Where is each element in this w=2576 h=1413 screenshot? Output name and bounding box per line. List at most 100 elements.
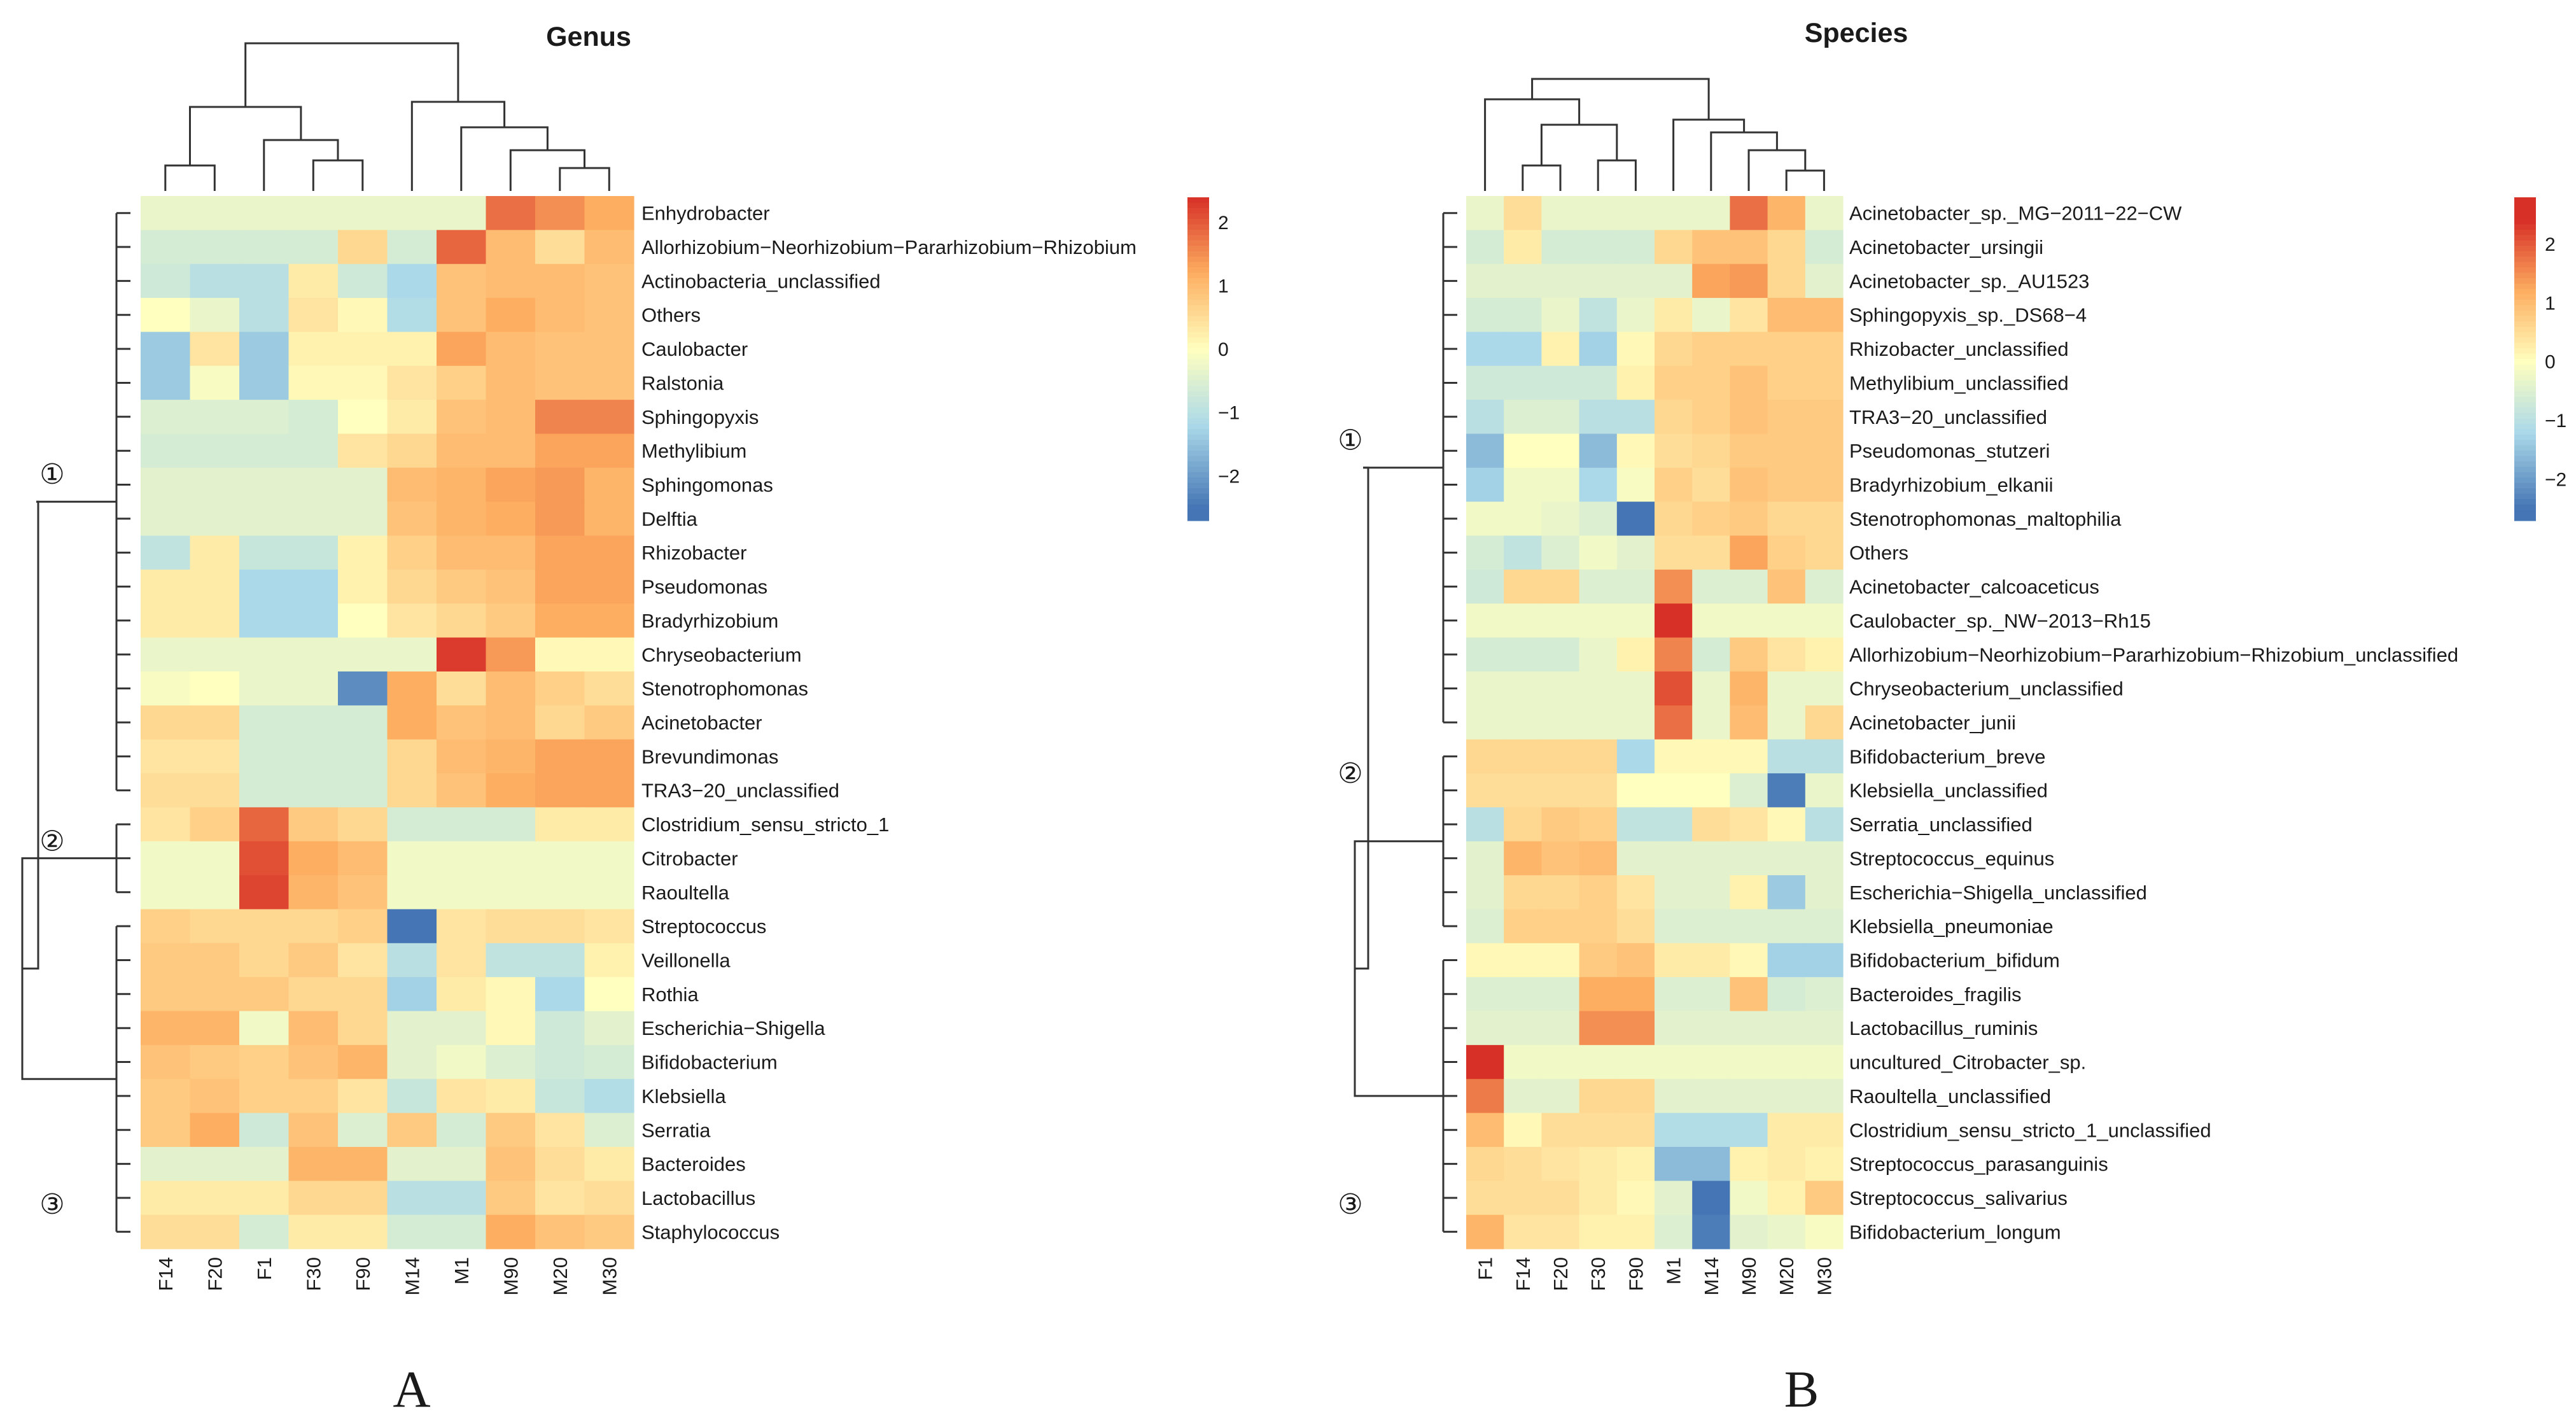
heatmap-cell (1655, 671, 1693, 706)
heatmap-cell (437, 196, 487, 230)
legend-swatch (1187, 418, 1209, 425)
legend-swatch (1187, 510, 1209, 516)
legend-swatch (1187, 305, 1209, 311)
legend-tick-label: 1 (1218, 276, 1229, 297)
heatmap-cell (437, 603, 487, 638)
heatmap-cell (584, 909, 634, 944)
legend-swatch (2514, 380, 2536, 386)
heatmap-cell (338, 1079, 388, 1114)
heatmap-cell (1655, 1044, 1693, 1079)
heatmap-cell (190, 705, 240, 740)
legend-swatch (2514, 229, 2536, 236)
heatmap-cell (1805, 400, 1844, 435)
heatmap-cell (288, 977, 339, 1012)
heatmap-cell (1541, 705, 1580, 740)
heatmap-cell (1616, 467, 1655, 502)
heatmap-cell (535, 841, 585, 876)
heatmap-cell (1805, 1011, 1844, 1046)
heatmap-cell (1655, 637, 1693, 672)
heatmap-cell (535, 1079, 585, 1114)
legend-swatch (2514, 412, 2536, 419)
heatmap-cell (1466, 298, 1504, 333)
heatmap-cell (1616, 1011, 1655, 1046)
heatmap-cell (1805, 841, 1844, 876)
heatmap-cell (338, 433, 388, 468)
heatmap-cell (288, 332, 339, 367)
row-label: Sphingopyxis_sp._DS68−4 (1849, 304, 2087, 327)
heatmap-cell (535, 739, 585, 774)
legend-swatch (1187, 472, 1209, 478)
cluster-marker: ① (39, 459, 64, 490)
heatmap-cell (1579, 433, 1618, 468)
heatmap-cell (1692, 400, 1730, 435)
heatmap-cell (437, 909, 487, 944)
heatmap-cell (1616, 230, 1655, 265)
heatmap-cell (338, 1044, 388, 1079)
heatmap-cell (535, 1214, 585, 1249)
heatmap-cell (486, 433, 536, 468)
heatmap-cell (338, 1146, 388, 1181)
heatmap-cell (1616, 1113, 1655, 1148)
heatmap-cell (437, 535, 487, 570)
legend-swatch (2514, 510, 2536, 516)
heatmap-cell (239, 1011, 290, 1046)
heatmap-cell (1730, 705, 1768, 740)
heatmap-cell (1655, 332, 1693, 367)
row-label: Streptococcus_equinus (1849, 847, 2054, 869)
heatmap-cell (1504, 773, 1542, 808)
heatmap-cell (1730, 909, 1768, 944)
heatmap-cell (1504, 909, 1542, 944)
legend-swatch (2514, 202, 2536, 209)
heatmap-cell (288, 230, 339, 265)
heatmap-cell (190, 230, 240, 265)
heatmap-cell (190, 1146, 240, 1181)
heatmap-cell (338, 603, 388, 638)
legend-swatch (1187, 380, 1209, 386)
heatmap-cell (387, 637, 437, 672)
heatmap-cell (1730, 196, 1768, 230)
heatmap-cell (1767, 841, 1806, 876)
heatmap-cell (1579, 739, 1618, 774)
heatmap-cell (141, 1146, 191, 1181)
heatmap-cell (1616, 603, 1655, 638)
heatmap-cell (486, 1214, 536, 1249)
heatmap-cell (1692, 298, 1730, 333)
heatmap-cell (584, 1214, 634, 1249)
legend-swatch (1187, 197, 1209, 204)
heatmap-cell (1805, 433, 1844, 468)
heatmap-cell (1579, 603, 1618, 638)
heatmap-cell (1466, 264, 1504, 299)
row-label: Bradyrhizobium (641, 610, 778, 632)
row-label: Allorhizobium−Neorhizobium−Pararhizobium… (1849, 643, 2458, 666)
legend-swatch (1187, 359, 1209, 365)
heatmap-cell (1466, 773, 1504, 808)
heatmap-cell (1541, 943, 1580, 978)
heatmap-cell (1616, 196, 1655, 230)
row-label: Pseudomonas_stutzeri (1849, 440, 2050, 462)
legend-swatch (2514, 213, 2536, 220)
row-label: Clostridium_sensu_stricto_1_unclassified (1849, 1119, 2211, 1141)
heatmap-cell (1767, 1044, 1806, 1079)
heatmap-cell (141, 841, 191, 876)
heatmap-cell (239, 977, 290, 1012)
heatmap-cell (1655, 875, 1693, 910)
heatmap-cell (1655, 1181, 1693, 1216)
heatmap-cell (1466, 705, 1504, 740)
legend-swatch (1187, 267, 1209, 274)
heatmap-cell (387, 264, 437, 299)
heatmap-cell (584, 671, 634, 706)
heatmap-cell (1692, 603, 1730, 638)
heatmap-cell (338, 671, 388, 706)
row-label: Ralstonia (641, 372, 724, 395)
legend-swatch (1187, 440, 1209, 446)
heatmap-cell (387, 875, 437, 910)
heatmap-cell (190, 875, 240, 910)
heatmap-cell (387, 196, 437, 230)
heatmap-cell (535, 1044, 585, 1079)
heatmap-cell (1655, 264, 1693, 299)
legend-swatch (1187, 278, 1209, 285)
panel-b-column-dendrogram (1484, 78, 1825, 191)
heatmap-cell (288, 603, 339, 638)
heatmap-cell (1767, 705, 1806, 740)
panel-b-heatmap-cells (1466, 196, 1844, 1249)
